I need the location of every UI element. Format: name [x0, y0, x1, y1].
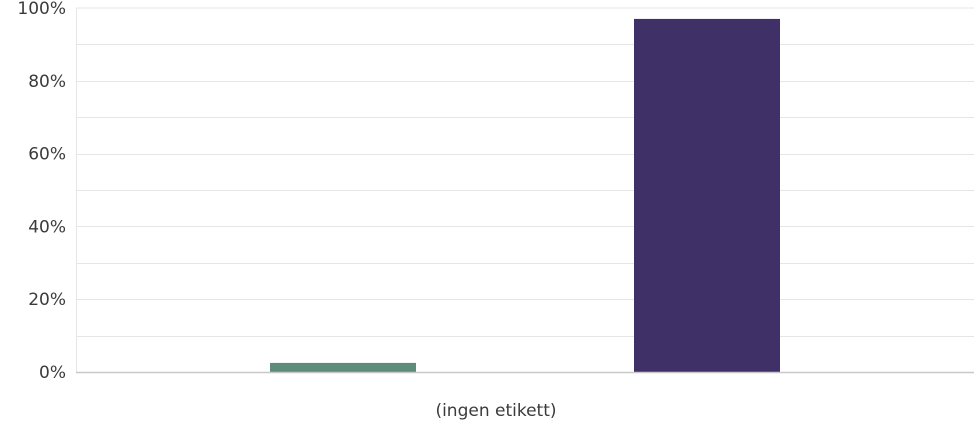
axes: 0% 20% 40% 60% 80% 100% (ingen etikett): [17, 0, 974, 421]
y-tick-label: 100%: [17, 0, 66, 19]
y-tick-label: 0%: [39, 363, 66, 383]
y-tick-label: 60%: [28, 145, 66, 165]
x-category-label: (ingen etikett): [435, 401, 556, 421]
y-tick-label: 80%: [28, 72, 66, 92]
bar-series-1: [270, 362, 416, 372]
bars: [270, 18, 780, 372]
y-tick-label: 40%: [28, 217, 66, 237]
y-tick-label: 20%: [28, 290, 66, 310]
gridlines: [76, 7, 974, 372]
bar-series-2: [634, 18, 780, 372]
